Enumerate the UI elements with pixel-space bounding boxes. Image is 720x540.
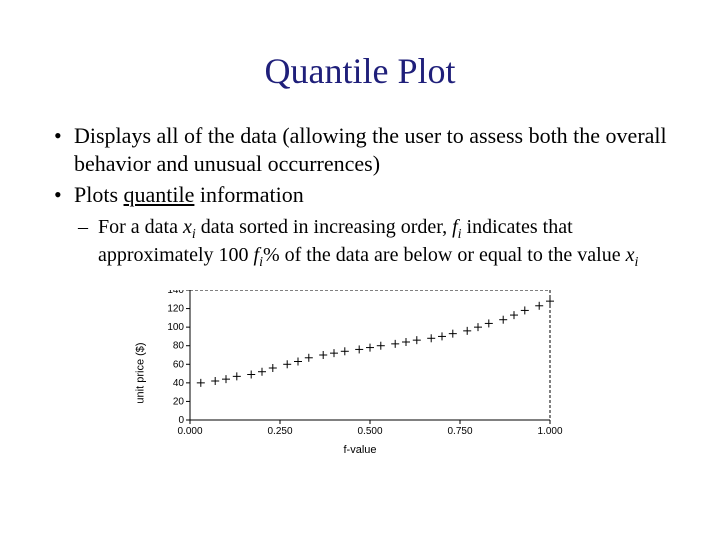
slide-title: Quantile Plot bbox=[50, 50, 670, 92]
svg-text:60: 60 bbox=[173, 359, 185, 370]
svg-text:140: 140 bbox=[167, 290, 184, 296]
svg-text:0: 0 bbox=[178, 415, 184, 426]
chart-x-axis-label: f-value bbox=[150, 444, 570, 456]
chart-svg: 0 20 40 60 80 100 120 140 0.000 0.250 0.500 0.750 1.… bbox=[150, 290, 570, 440]
svg-text:20: 20 bbox=[173, 396, 185, 407]
svg-text:1.000: 1.000 bbox=[537, 426, 562, 437]
svg-text:0.000: 0.000 bbox=[177, 426, 202, 437]
svg-text:0.750: 0.750 bbox=[447, 426, 472, 437]
bullet-list: Displays all of the data (allowing the u… bbox=[50, 122, 670, 209]
quantile-chart: unit price ($) 0204060801001201400.0000.… bbox=[150, 290, 570, 456]
svg-text:100: 100 bbox=[167, 322, 184, 333]
chart-y-axis-label: unit price ($) bbox=[135, 342, 147, 403]
bullet-item-1: Displays all of the data (allowing the u… bbox=[50, 122, 670, 177]
svg-text:40: 40 bbox=[173, 377, 185, 388]
svg-text:0.500: 0.500 bbox=[357, 426, 382, 437]
bullet-item-2: Plots quantile information bbox=[50, 181, 670, 209]
svg-text:0.250: 0.250 bbox=[267, 426, 292, 437]
chart-plot-area: 0 20 40 60 80 100 120 140 0.000 0.250 0.500 0.750 1.… bbox=[150, 290, 570, 440]
sub-bullet-item: For a data xi data sorted in increasing … bbox=[50, 215, 670, 272]
svg-text:80: 80 bbox=[173, 340, 185, 351]
sub-bullet-list: For a data xi data sorted in increasing … bbox=[50, 215, 670, 272]
svg-text:120: 120 bbox=[167, 303, 184, 314]
